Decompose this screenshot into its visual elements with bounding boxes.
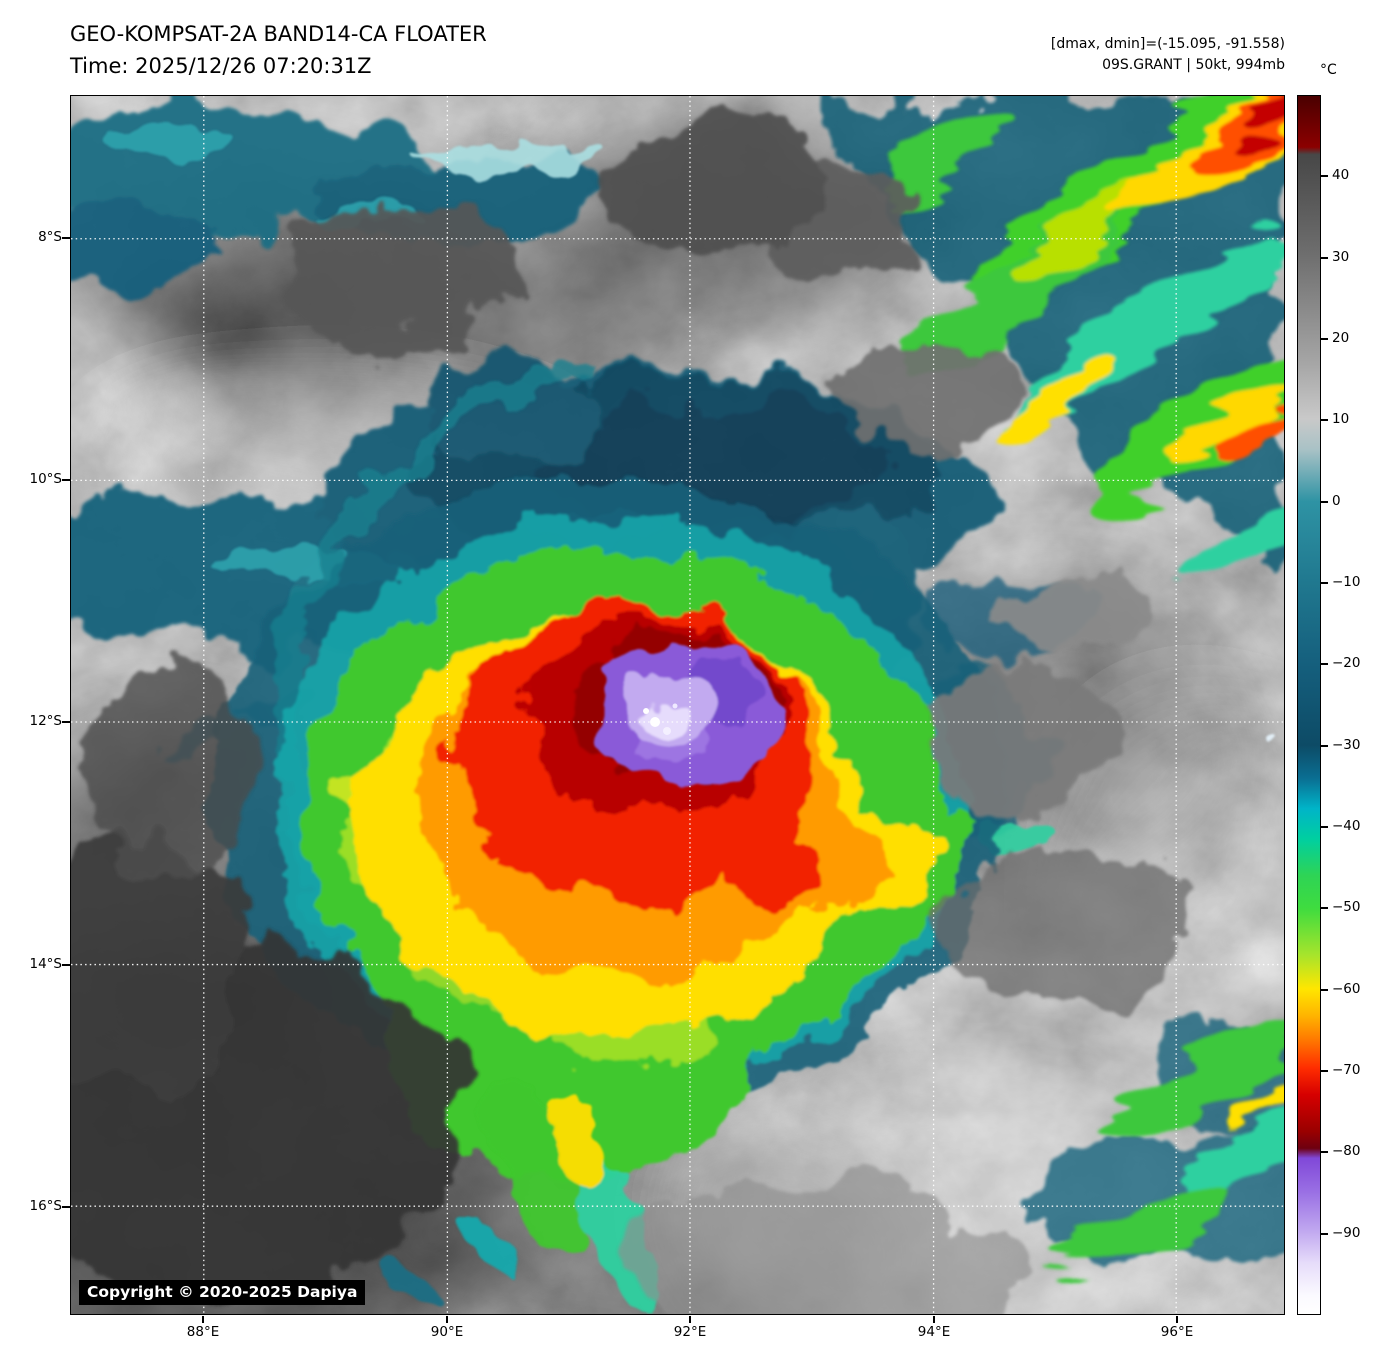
colorbar [1297,95,1321,1315]
x-axis-tick [202,1316,204,1323]
copyright-watermark: Copyright © 2020-2025 Dapiya [79,1280,366,1305]
colorbar-tick-label: −30 [1332,737,1361,753]
x-axis-tick [933,1316,935,1323]
colorbar-tick [1321,582,1328,584]
cyclone-core-pixels [643,703,678,735]
x-axis-tick [689,1316,691,1323]
colorbar-tick-label: 30 [1332,249,1350,265]
cyclone-cloud-shield [215,361,1005,1180]
y-axis-tick [62,479,70,481]
colorbar-tick [1321,257,1328,259]
satellite-map: Copyright © 2020-2025 Dapiya [70,95,1285,1315]
colorbar-tick-label: −40 [1332,818,1361,834]
colorbar-tick [1321,175,1328,177]
colorbar-tick [1321,419,1328,421]
colorbar-tick-label: −70 [1332,1062,1361,1078]
colorbar-tick-label: −80 [1332,1143,1361,1159]
colorbar-tick [1321,1233,1328,1235]
y-axis-tick [62,721,70,723]
colorbar-tick [1321,907,1328,909]
y-axis-tick [62,964,70,966]
colorbar-tick-label: −90 [1332,1225,1361,1241]
colorbar-tick [1321,745,1328,747]
colorbar-unit-label: °C [1320,62,1337,78]
colorbar-tick [1321,338,1328,340]
colorbar-tick-label: 20 [1332,330,1350,346]
colorbar-tick [1321,826,1328,828]
cyclone-cold-core [598,643,782,787]
colorbar-tick [1321,989,1328,991]
colorbar-tick [1321,1070,1328,1072]
x-axis-tick [446,1316,448,1323]
y-axis-tick [62,237,70,239]
longitude-label: 92°E [673,1324,707,1340]
northeast-convection-bands [881,96,1284,1272]
longitude-label: 94°E [917,1324,951,1340]
colorbar-tick [1321,1151,1328,1153]
colorbar-tick-label: 0 [1332,493,1341,509]
colorbar-tick [1321,663,1328,665]
image-timestamp: Time: 2025/12/26 07:20:31Z [70,54,372,78]
y-axis-tick [62,1206,70,1208]
longitude-label: 90°E [430,1324,464,1340]
longitude-label: 88°E [186,1324,220,1340]
image-title: GEO-KOMPSAT-2A BAND14-CA FLOATER [70,22,487,46]
colorbar-tick [1321,501,1328,503]
colorbar-tick-label: 10 [1332,411,1350,427]
gray-overlay-clouds [71,110,1190,1314]
latitude-label: 14°S [29,956,63,972]
longitude-label: 96°E [1160,1324,1194,1340]
south-convection-tail [377,1080,654,1304]
latitude-label: 16°S [29,1198,63,1214]
colorbar-tick-label: −60 [1332,981,1361,997]
dmax-dmin-readout: [dmax, dmin]=(-15.095, -91.558) [1050,36,1285,52]
latitude-label: 8°S [38,229,62,245]
colorbar-tick-label: −10 [1332,574,1361,590]
latitude-label: 12°S [29,713,63,729]
storm-info: 09S.GRANT | 50kt, 994mb [1102,57,1285,73]
graticule-gridlines [71,96,1284,1314]
x-axis-tick [1176,1316,1178,1323]
colorbar-tick-label: −50 [1332,899,1361,915]
colorbar-tick-label: 40 [1332,167,1350,183]
satellite-infrared-image [71,96,1284,1314]
latitude-label: 10°S [29,471,63,487]
colorbar-tick-label: −20 [1332,655,1361,671]
